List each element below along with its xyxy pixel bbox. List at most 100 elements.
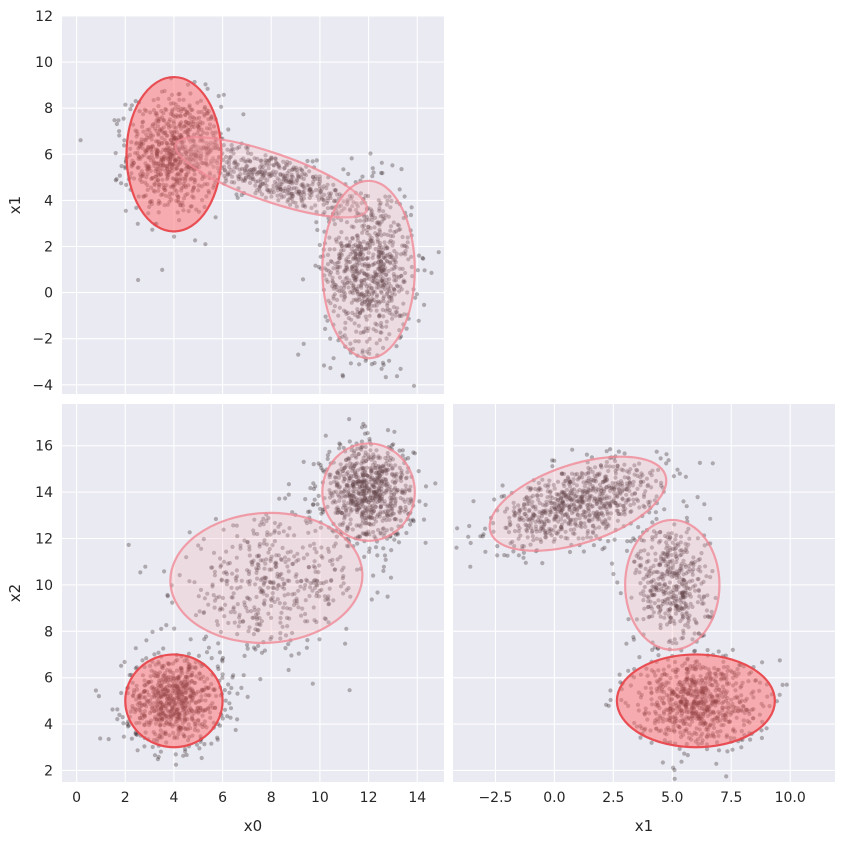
scatter-point <box>573 520 578 526</box>
scatter-point <box>231 673 236 678</box>
scatter-point <box>343 276 348 281</box>
scatter-point <box>356 501 361 506</box>
scatter-point <box>239 166 244 171</box>
scatter-point <box>221 559 227 564</box>
scatter-point <box>349 317 354 322</box>
scatter-point <box>666 564 671 569</box>
scatter-point <box>308 581 313 586</box>
scatter-point <box>288 202 293 207</box>
scatter-point <box>114 177 119 182</box>
scatter-point <box>386 294 391 299</box>
scatter-point <box>560 513 565 518</box>
scatter-point <box>631 635 636 640</box>
scatter-point <box>530 528 535 534</box>
scatter-point <box>359 512 364 517</box>
scatter-point <box>360 510 365 515</box>
scatter-point <box>369 597 374 602</box>
scatter-point <box>679 606 684 611</box>
scatter-point <box>383 253 389 258</box>
scatter-point <box>375 233 380 238</box>
scatter-point <box>674 584 679 589</box>
scatter-point <box>256 562 261 568</box>
scatter-point <box>226 682 231 687</box>
scatter-point <box>542 519 547 524</box>
scatter-point <box>294 186 299 191</box>
scatter-point <box>675 541 680 546</box>
scatter-point <box>379 479 385 484</box>
scatter-point <box>302 186 307 191</box>
scatter-point <box>319 186 325 192</box>
scatter-point <box>346 473 351 478</box>
scatter-point <box>272 530 277 535</box>
scatter-point <box>548 494 553 499</box>
scatter-point <box>641 617 646 622</box>
scatter-point <box>605 511 610 517</box>
scatter-point <box>663 598 668 603</box>
scatter-point <box>371 478 377 483</box>
scatter-point <box>366 305 371 311</box>
scatter-point <box>602 521 607 526</box>
scatter-point <box>531 511 536 516</box>
scatter-point <box>585 490 590 495</box>
scatter-point <box>538 526 544 531</box>
scatter-point <box>616 487 622 492</box>
scatter-point <box>257 189 262 194</box>
scatter-point <box>673 546 679 551</box>
scatter-point <box>342 291 347 296</box>
scatter-point <box>526 498 531 503</box>
scatter-point <box>199 546 204 551</box>
scatter-point <box>592 498 597 503</box>
scatter-point <box>363 472 368 477</box>
scatter-point <box>365 349 370 354</box>
scatter-point <box>613 501 619 506</box>
scatter-point <box>278 631 283 636</box>
scatter-point <box>560 471 565 476</box>
scatter-point <box>377 243 382 248</box>
scatter-point <box>399 468 404 473</box>
scatter-point <box>649 592 654 598</box>
scatter-point <box>674 584 679 589</box>
scatter-point <box>219 578 224 583</box>
scatter-point <box>319 194 324 200</box>
scatter-point <box>547 478 552 483</box>
scatter-point <box>671 573 676 579</box>
scatter-point <box>537 520 542 525</box>
scatter-point <box>259 166 264 172</box>
scatter-point <box>269 635 274 640</box>
scatter-point <box>258 183 263 188</box>
scatter-point <box>386 268 391 274</box>
scatter-point <box>328 191 334 196</box>
scatter-point <box>311 541 316 546</box>
scatter-point <box>516 529 521 534</box>
scatter-point <box>366 514 371 519</box>
scatter-point <box>313 528 318 534</box>
scatter-point <box>388 228 393 233</box>
scatter-point <box>423 540 428 545</box>
scatter-point <box>344 463 349 468</box>
scatter-point <box>617 486 622 492</box>
scatter-point <box>351 264 356 269</box>
scatter-point <box>219 577 224 582</box>
scatter-point <box>377 300 382 305</box>
scatter-point <box>680 594 686 599</box>
scatter-point <box>642 584 647 590</box>
scatter-point <box>277 572 283 578</box>
scatter-point <box>303 497 308 502</box>
scatter-point <box>502 493 507 499</box>
scatter-point <box>357 294 362 300</box>
scatter-point <box>378 492 383 497</box>
scatter-point <box>555 497 561 502</box>
scatter-point <box>344 509 349 514</box>
scatter-point <box>360 465 365 470</box>
scatter-point <box>554 514 559 519</box>
scatter-point <box>681 631 686 636</box>
scatter-point <box>326 546 331 551</box>
scatter-point <box>361 499 366 504</box>
scatter-point <box>624 487 629 492</box>
scatter-point <box>357 500 362 505</box>
scatter-point <box>408 484 413 489</box>
scatter-point <box>346 316 351 321</box>
scatter-point <box>247 582 252 587</box>
scatter-point <box>555 509 560 514</box>
scatter-point <box>657 582 662 587</box>
